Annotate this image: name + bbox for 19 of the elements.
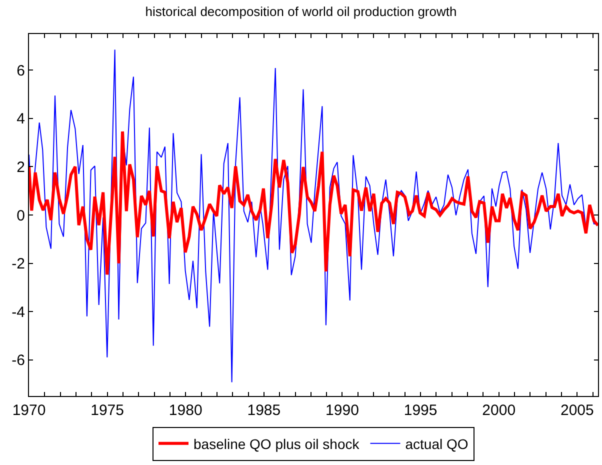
x-tick-label: 1990	[326, 402, 359, 419]
x-tick-label: 1970	[12, 402, 46, 419]
y-tick-label: -6	[12, 352, 25, 370]
x-tick-label: 1975	[90, 402, 124, 419]
x-tick-label: 1980	[168, 402, 202, 419]
y-tick-label: 2	[16, 158, 25, 176]
y-tick-label: 6	[16, 62, 25, 80]
legend-label: actual QO	[405, 436, 468, 452]
y-tick-label: 0	[16, 207, 25, 224]
x-tick-label: 2000	[482, 402, 516, 419]
x-tick-label: 1995	[404, 402, 438, 419]
y-tick-label: -4	[12, 304, 25, 321]
legend-label: baseline QO plus oil shock	[194, 436, 360, 452]
y-tick-label: 4	[16, 110, 25, 128]
chart-title: historical decomposition of world oil production growth	[145, 4, 457, 20]
x-tick-label: 1985	[247, 402, 281, 419]
line-series	[29, 130, 598, 276]
x-tick-label: 2005	[560, 402, 594, 419]
y-tick-label: -2	[12, 256, 25, 273]
